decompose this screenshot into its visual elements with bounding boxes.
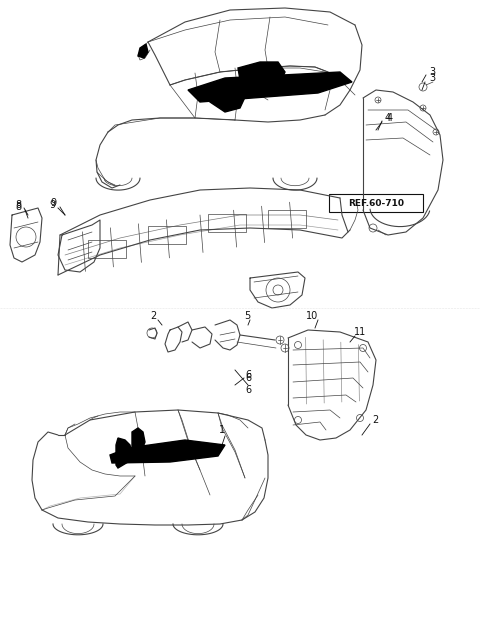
Text: 1: 1	[219, 425, 225, 435]
Text: 8: 8	[15, 200, 21, 210]
FancyBboxPatch shape	[329, 194, 423, 212]
Text: 4: 4	[387, 113, 393, 123]
Text: 9: 9	[49, 200, 55, 210]
Text: 5: 5	[244, 311, 250, 321]
Bar	[268, 210, 306, 228]
Bar	[208, 214, 246, 232]
Bar	[148, 226, 186, 244]
Text: 10: 10	[306, 311, 318, 321]
Text: 6: 6	[245, 373, 251, 383]
Text: 6: 6	[245, 385, 251, 395]
Text: 11: 11	[354, 327, 366, 337]
Polygon shape	[210, 82, 246, 112]
Polygon shape	[116, 438, 132, 468]
Polygon shape	[238, 62, 285, 95]
Text: 9: 9	[50, 198, 56, 208]
Text: 3: 3	[429, 67, 435, 77]
Text: REF.60-710: REF.60-710	[348, 198, 404, 208]
Text: 3: 3	[429, 73, 435, 83]
Bar	[88, 240, 126, 258]
Polygon shape	[138, 44, 148, 58]
Polygon shape	[132, 428, 145, 455]
Text: 2: 2	[372, 415, 378, 425]
Polygon shape	[110, 440, 225, 463]
Text: 4: 4	[385, 113, 391, 123]
Polygon shape	[188, 72, 352, 102]
Text: 8: 8	[15, 202, 21, 212]
Text: 2: 2	[150, 311, 156, 321]
Text: 6: 6	[245, 370, 251, 380]
